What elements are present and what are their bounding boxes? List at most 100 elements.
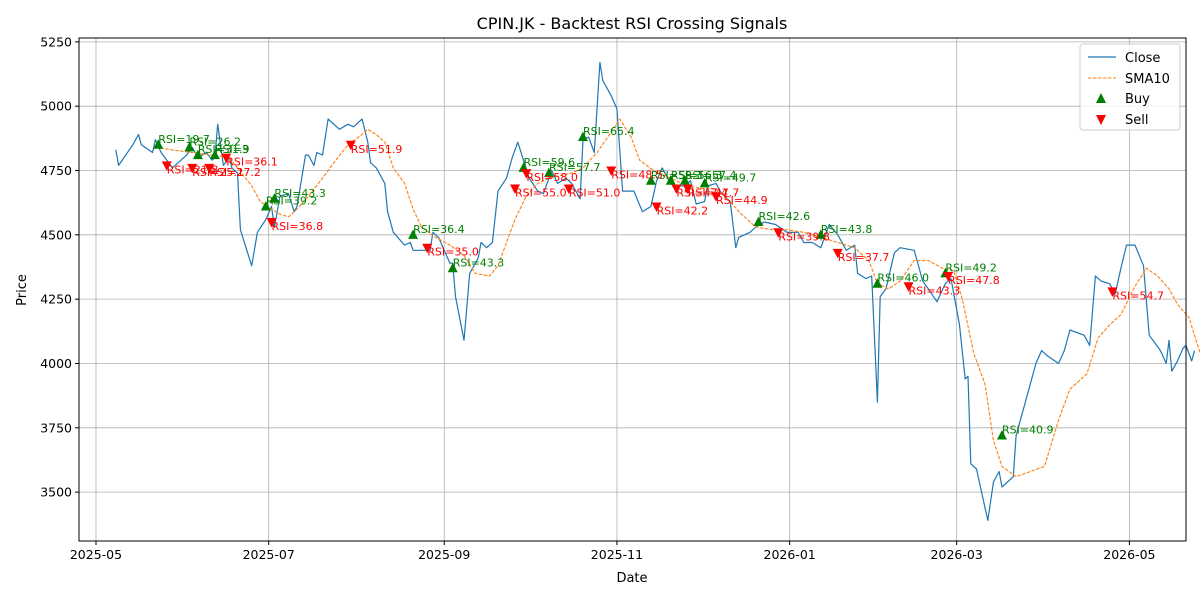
- sell-signal-marker: [187, 163, 198, 174]
- buy-signal-marker: [192, 149, 203, 160]
- buy-signal-marker: [645, 175, 656, 185]
- sell-signal-marker: [671, 184, 682, 195]
- legend: Close SMA10 Buy Sell: [1079, 43, 1181, 131]
- sell-signal-label: RSI=21.8: [167, 163, 219, 176]
- buy-signal-marker: [665, 175, 676, 185]
- y-tick-label: 5250: [40, 34, 72, 49]
- sell-signal-label: RSI=47.7: [688, 187, 740, 200]
- sell-signal-marker: [943, 271, 954, 282]
- y-axis-label: Price: [15, 274, 30, 306]
- axes: 3500 3750 4000 4250 4500 4750 5000 5250 2025-05 2…: [40, 34, 1155, 562]
- buy-signal-marker: [996, 430, 1007, 440]
- buy-signal-label: RSI=58.3: [651, 169, 703, 182]
- sell-signal-label: RSI=47.4: [676, 187, 728, 200]
- sell-signal-label: RSI=47.8: [948, 274, 1000, 287]
- buy-signal-label: RSI=49.2: [945, 261, 997, 274]
- sell-signal-label: RSI=25.1: [192, 166, 244, 179]
- buy-signal-marker: [815, 229, 826, 239]
- legend-box: [1079, 43, 1181, 131]
- legend-close-label: Close: [1125, 51, 1160, 66]
- y-tick-label: 3750: [40, 420, 72, 435]
- buy-signal-label: RSI=43.3: [274, 187, 326, 200]
- buy-signal-marker: [753, 216, 764, 226]
- buy-signal-label: RSI=65.4: [583, 125, 635, 138]
- buy-signal-marker: [543, 167, 554, 178]
- sell-signal-marker: [903, 282, 914, 292]
- buy-signal-label: RSI=36.4: [413, 223, 465, 236]
- buy-signal-marker: [260, 201, 271, 211]
- buy-signal-label: RSI=42.6: [758, 210, 810, 223]
- x-tick-label: 2025-09: [418, 547, 470, 562]
- sell-signal-marker: [832, 248, 843, 259]
- buy-signal-label: RSI=26.2: [189, 135, 241, 148]
- buy-signal-marker: [577, 131, 588, 142]
- sell-signal-label: RSI=43.3: [909, 284, 961, 297]
- x-tick-label: 2026-05: [1103, 547, 1155, 562]
- buy-signal-label: RSI=56.3: [671, 169, 723, 182]
- sell-signal-marker: [682, 184, 693, 195]
- buy-signal-label: RSI=57.7: [549, 161, 601, 174]
- legend-buy-marker: [1096, 93, 1106, 103]
- buy-signal-marker: [184, 141, 195, 152]
- x-tick-label: 2025-11: [591, 547, 643, 562]
- buy-signal-label: RSI=49.7: [705, 171, 757, 184]
- x-tick-label: 2026-03: [931, 547, 983, 562]
- sell-signal-marker: [266, 217, 277, 228]
- x-tick-label: 2025-05: [70, 547, 122, 562]
- sell-signal-label: RSI=36.1: [226, 156, 278, 169]
- signal-markers: [153, 131, 1118, 440]
- signal-labels: RSI=19.7RSI=26.2RSI=31.9RSI=3RSI=39.2RSI…: [158, 125, 1164, 436]
- sell-signal-marker: [204, 163, 215, 174]
- sell-signal-label: RSI=36.8: [272, 220, 324, 233]
- buy-signal-marker: [699, 177, 710, 188]
- legend-sell-label: Sell: [1125, 113, 1148, 128]
- y-tick-label: 4000: [40, 356, 72, 371]
- legend-sell-marker: [1096, 115, 1106, 125]
- buy-signal-label: RSI=3: [215, 143, 249, 156]
- buy-signal-label: RSI=43.8: [821, 223, 873, 236]
- y-tick-label: 4750: [40, 163, 72, 178]
- buy-signal-marker: [872, 278, 883, 288]
- y-tick-label: 4250: [40, 292, 72, 307]
- buy-signal-marker: [408, 229, 419, 239]
- legend-buy-label: Buy: [1125, 92, 1150, 107]
- buy-signal-marker: [269, 193, 280, 203]
- y-tick-label: 5000: [40, 99, 72, 114]
- sell-signal-marker: [1107, 287, 1118, 297]
- buy-signal-label: RSI=57.4: [685, 169, 737, 182]
- sell-signal-marker: [345, 140, 356, 151]
- plot-frame: [78, 37, 1187, 542]
- sell-signal-label: RSI=58.0: [526, 171, 578, 184]
- sell-signal-label: RSI=42.2: [657, 205, 709, 218]
- sell-signal-marker: [521, 169, 532, 179]
- buy-signal-label: RSI=46.0: [877, 272, 929, 285]
- legend-sma10-label: SMA10: [1125, 72, 1170, 87]
- x-axis-label: Date: [616, 571, 647, 586]
- sell-signal-marker: [606, 166, 617, 177]
- x-tick-label: 2025-07: [243, 547, 295, 562]
- sell-signal-marker: [221, 153, 232, 164]
- buy-signal-marker: [447, 262, 458, 273]
- sell-signal-label: RSI=39.8: [778, 230, 830, 243]
- buy-signal-label: RSI=40.9: [1002, 424, 1054, 437]
- sell-signal-label: RSI=44.9: [716, 194, 768, 207]
- buy-signal-label: RSI=43.3: [453, 256, 505, 269]
- series-line-close: [115, 61, 1196, 522]
- x-tick-label: 2026-01: [764, 547, 816, 562]
- sell-signal-label: RSI=51.0: [569, 187, 621, 200]
- buy-signal-label: RSI=39.2: [266, 195, 318, 208]
- sell-signal-marker: [651, 202, 662, 213]
- grid-lines: [79, 38, 1186, 541]
- buy-signal-label: RSI=59.6: [523, 156, 575, 169]
- sell-signal-marker: [711, 192, 722, 202]
- sell-signal-marker: [563, 184, 574, 195]
- sell-signal-marker: [510, 184, 521, 195]
- sell-signal-marker: [422, 243, 433, 254]
- buy-signal-label: RSI=31.9: [198, 143, 250, 156]
- sell-signal-label: RSI=48.5: [611, 169, 663, 182]
- sell-signal-marker: [161, 161, 172, 171]
- sell-signal-marker: [773, 228, 784, 238]
